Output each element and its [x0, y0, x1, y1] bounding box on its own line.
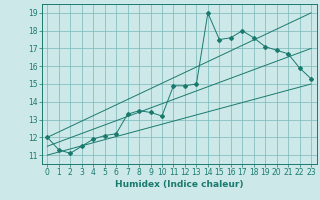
X-axis label: Humidex (Indice chaleur): Humidex (Indice chaleur): [115, 180, 244, 189]
